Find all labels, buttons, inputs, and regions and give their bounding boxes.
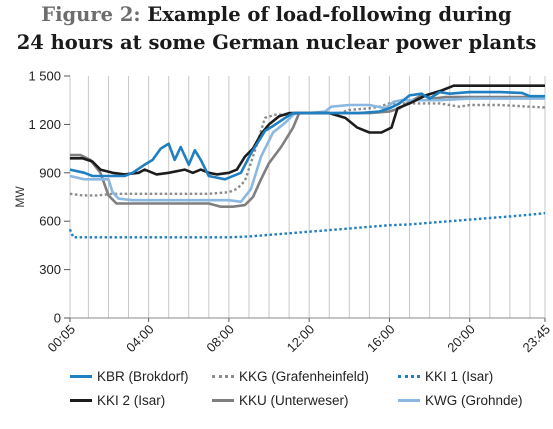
x-tick-label: 16:00	[364, 322, 398, 356]
legend-swatch	[212, 399, 234, 402]
chart-title-line-2: 24 hours at some German nuclear power pl…	[16, 31, 537, 54]
y-tick-label: 1 500	[28, 69, 61, 84]
figure-label: Figure 2:	[41, 3, 141, 26]
legend-item: KKI 1 (Isar)	[398, 369, 493, 384]
x-tick-label: 23:45	[520, 322, 553, 356]
legend-label: KKU (Unterweser)	[239, 393, 349, 408]
legend-item: KKI 2 (Isar)	[70, 393, 165, 408]
legend-item: KKG (Grafenheinfeld)	[212, 369, 369, 384]
x-tick-label: 12:00	[284, 322, 318, 356]
chart-title-line-1: Figure 2: Example of load-following duri…	[0, 0, 553, 30]
legend-swatch	[398, 399, 420, 402]
grid	[69, 76, 546, 318]
x-tick-label: 20:00	[444, 322, 478, 356]
series-line-kku-4	[69, 94, 545, 208]
series-line-kwg-5	[69, 97, 545, 204]
y-tick-label: 300	[39, 262, 61, 277]
y-axis-ticks: 0 300 600 900 1 200 1 500	[28, 69, 70, 326]
legend-label: KKI 1 (Isar)	[425, 369, 494, 384]
chart-title-text: Example of load-following during	[147, 3, 512, 26]
x-axis-ticks: 00:05 04:00 08:00 12:00 16:00 20:00 23:45	[45, 318, 553, 355]
legend-item: KBR (Brokdorf)	[70, 369, 189, 384]
legend-label: KKG (Grafenheinfeld)	[239, 369, 369, 384]
legend-label: KBR (Brokdorf)	[97, 369, 189, 384]
y-axis-label: MW	[13, 186, 27, 208]
x-tick-label: 04:00	[123, 322, 157, 356]
legend-swatch	[70, 375, 92, 378]
x-tick-label: 08:00	[203, 322, 237, 356]
legend-item: KKU (Unterweser)	[212, 393, 349, 408]
x-tick-label: 00:05	[45, 322, 79, 356]
series-line-kkg-1	[69, 102, 546, 197]
legend-label: KKI 2 (Isar)	[97, 393, 166, 408]
legend-swatch	[212, 375, 234, 378]
series-line-kki-3	[69, 84, 545, 176]
y-tick-label: 900	[39, 165, 61, 180]
y-tick-label: 600	[39, 214, 61, 229]
legend-label: KWG (Grohnde)	[425, 393, 523, 408]
y-tick-label: 1 200	[28, 117, 61, 132]
series-line-kbr-0	[69, 90, 545, 181]
series-lines	[68, 84, 546, 239]
legend-swatch	[70, 399, 92, 402]
legend-swatch	[398, 375, 420, 378]
series-line-kki-2	[68, 211, 546, 239]
legend-item: KWG (Grohnde)	[398, 393, 523, 408]
y-tick-label: 0	[54, 311, 61, 326]
